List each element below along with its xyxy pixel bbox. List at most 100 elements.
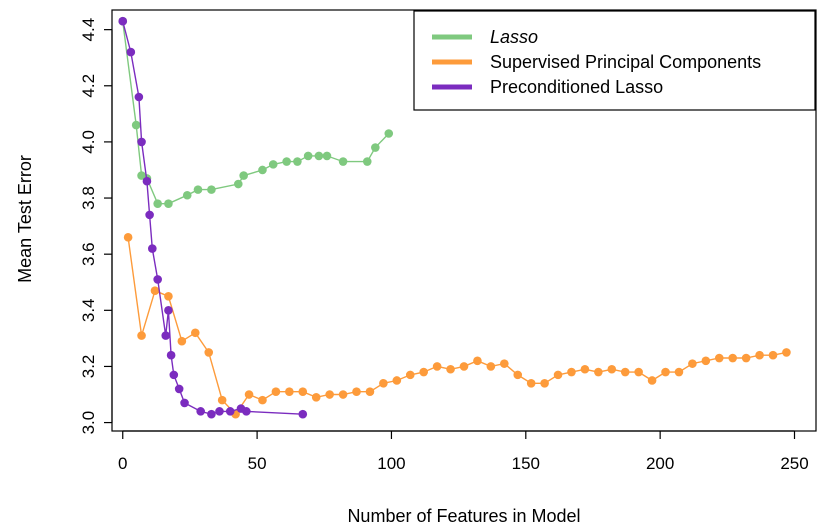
data-point: [204, 348, 214, 357]
series-1: [123, 233, 791, 419]
data-point: [338, 157, 348, 166]
data-point: [196, 407, 205, 416]
data-point: [379, 378, 388, 388]
data-point: [118, 16, 128, 26]
data-point: [526, 378, 536, 388]
data-point: [473, 356, 482, 366]
series-layer: [118, 16, 791, 419]
x-tick-label: 250: [780, 454, 808, 473]
data-point: [755, 350, 764, 360]
legend-box: [413, 10, 816, 111]
x-axis: 0 50 100 150 200 250: [118, 430, 809, 473]
data-point: [123, 233, 133, 242]
data-point: [258, 395, 267, 405]
data-point: [258, 165, 267, 175]
data-point: [594, 367, 603, 377]
data-point: [728, 353, 738, 363]
data-point: [164, 306, 173, 315]
data-point: [131, 120, 141, 130]
legend: Lasso Supervised Principal Components Prec…: [413, 10, 816, 111]
series-line: [122, 21, 390, 205]
data-point: [303, 151, 313, 161]
x-tick-label: 100: [377, 454, 405, 473]
data-point: [217, 395, 227, 405]
data-point: [314, 151, 324, 161]
data-point: [688, 359, 697, 368]
data-point: [142, 176, 152, 186]
data-point: [148, 244, 157, 253]
data-point: [782, 348, 791, 357]
series-2: [118, 16, 308, 419]
data-point: [486, 362, 496, 371]
data-point: [365, 387, 375, 397]
series-0: [118, 16, 394, 208]
data-point: [293, 157, 302, 166]
legend-label: Supervised Principal Components: [490, 52, 761, 72]
y-axis-title: Mean Test Error: [15, 155, 35, 283]
data-point: [352, 387, 361, 397]
data-point: [701, 356, 711, 366]
data-point: [674, 367, 684, 377]
x-tick-label: 150: [512, 454, 540, 473]
data-point: [182, 190, 192, 200]
data-point: [311, 393, 321, 402]
data-point: [338, 390, 348, 399]
y-tick-label: 3.6: [79, 242, 98, 266]
x-tick-label: 50: [248, 454, 267, 473]
y-tick-label: 4.2: [79, 74, 98, 98]
data-point: [150, 286, 160, 295]
data-point: [285, 387, 294, 397]
data-point: [193, 185, 203, 194]
data-point: [225, 407, 235, 416]
data-point: [322, 151, 332, 161]
data-point: [419, 367, 428, 377]
data-point: [215, 407, 224, 416]
data-point: [153, 199, 162, 208]
data-point: [647, 376, 657, 385]
data-point: [634, 367, 643, 377]
data-point: [661, 367, 670, 377]
data-point: [233, 179, 243, 189]
data-point: [164, 291, 173, 301]
y-tick-label: 3.2: [79, 355, 98, 379]
data-point: [741, 353, 751, 363]
series-line: [127, 237, 787, 416]
data-point: [169, 370, 179, 380]
y-tick-label: 4.4: [79, 18, 98, 42]
data-point: [174, 384, 184, 394]
data-point: [432, 362, 442, 371]
data-point: [180, 398, 189, 408]
x-tick-label: 0: [118, 454, 127, 473]
data-point: [298, 409, 308, 419]
data-point: [714, 353, 724, 363]
y-tick-label: 3.8: [79, 186, 98, 210]
data-point: [446, 364, 455, 374]
legend-label: Lasso: [490, 27, 538, 47]
data-point: [500, 359, 509, 368]
data-point: [540, 378, 549, 388]
data-point: [126, 47, 136, 57]
data-point: [137, 137, 146, 147]
data-point: [161, 331, 171, 340]
data-point: [325, 390, 334, 399]
data-point: [153, 275, 162, 284]
data-point: [405, 370, 415, 380]
data-point: [768, 350, 778, 360]
data-point: [384, 129, 394, 138]
data-point: [166, 350, 176, 360]
data-point: [164, 199, 173, 208]
y-tick-label: 3.0: [79, 411, 98, 435]
data-point: [459, 362, 469, 371]
data-point: [207, 409, 216, 419]
data-point: [567, 367, 576, 377]
data-point: [239, 171, 248, 180]
y-tick-label: 3.4: [79, 298, 98, 322]
data-point: [513, 370, 523, 380]
data-point: [298, 387, 308, 397]
data-point: [268, 160, 278, 169]
y-axis: 3.0 3.2 3.4 3.6 3.8 4.0 4.2 4.4: [79, 18, 113, 435]
data-point: [553, 370, 563, 380]
data-point: [244, 390, 254, 399]
data-point: [362, 157, 372, 166]
